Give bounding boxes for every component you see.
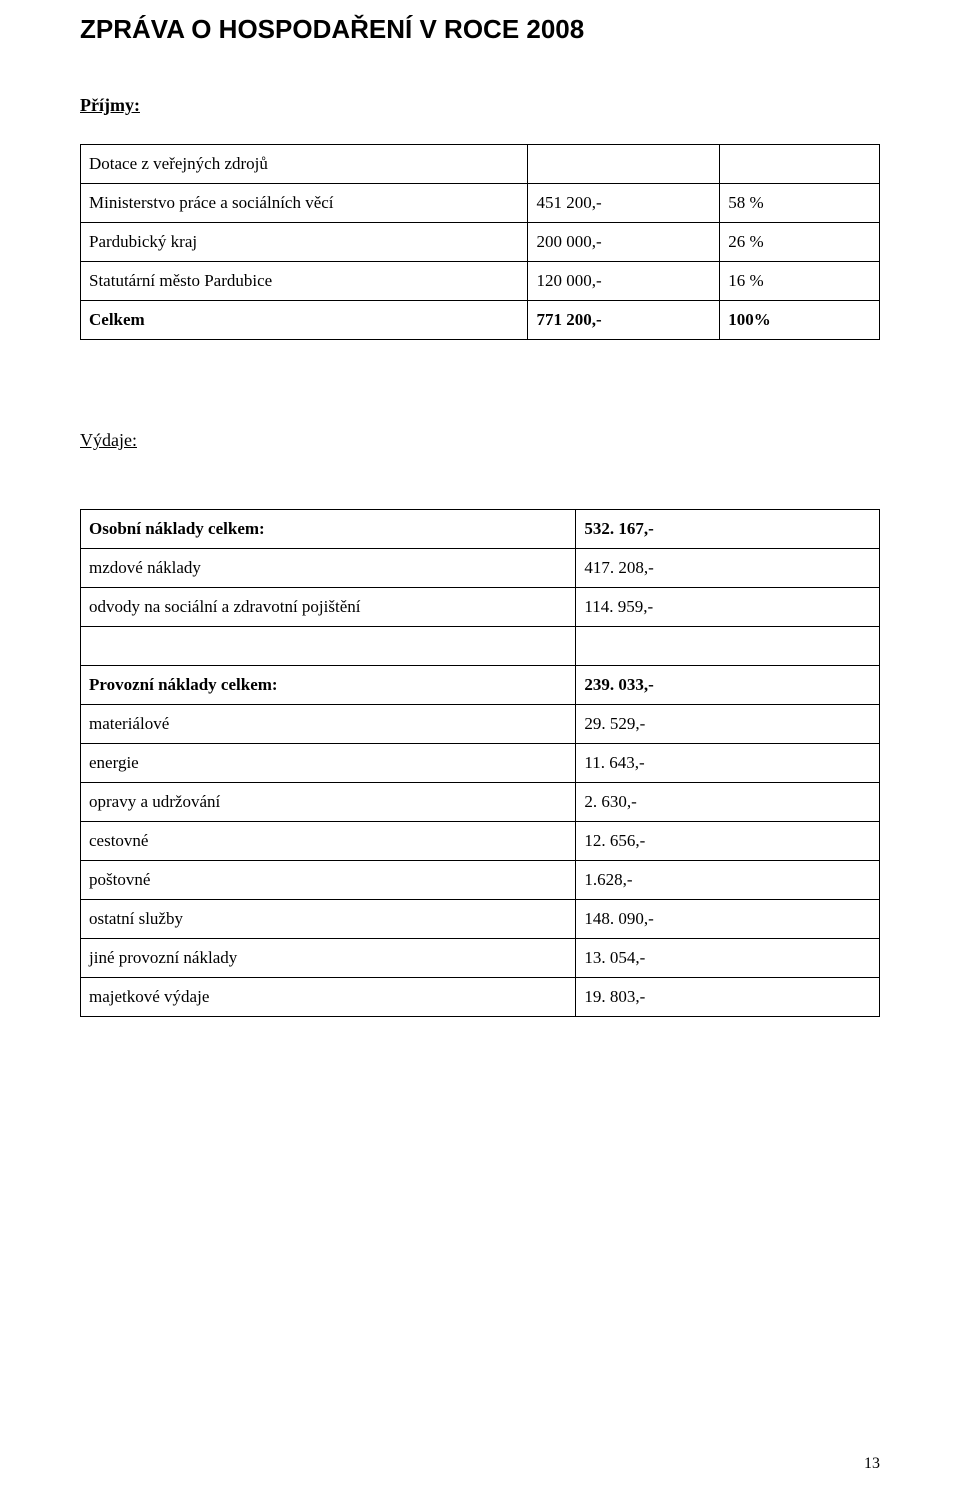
personal-total-label: Osobní náklady celkem: [81,510,576,549]
income-row: Statutární město Pardubice 120 000,- 16 … [81,262,880,301]
page-title: ZPRÁVA O HOSPODAŘENÍ V ROCE 2008 [80,14,880,45]
expense-row-value: 12. 656,- [576,822,880,861]
personal-total-row: Osobní náklady celkem: 532. 167,- [81,510,880,549]
expense-row-label: jiné provozní náklady [81,939,576,978]
income-section-label: Příjmy: [80,95,880,116]
expense-row-value: 114. 959,- [576,588,880,627]
expense-row-label: materiálové [81,705,576,744]
personal-total-value: 532. 167,- [576,510,880,549]
income-row: Pardubický kraj 200 000,- 26 % [81,223,880,262]
expense-row-value: 19. 803,- [576,978,880,1017]
expense-row-value: 13. 054,- [576,939,880,978]
expense-row-value: 29. 529,- [576,705,880,744]
expense-spacer-row [81,627,880,666]
income-row-pct: 16 % [720,262,880,301]
expense-row-value: 1.628,- [576,861,880,900]
income-sources-header-amount [528,145,720,184]
income-row-label: Statutární město Pardubice [81,262,528,301]
expense-row: opravy a udržování 2. 630,- [81,783,880,822]
income-row-amount: 200 000,- [528,223,720,262]
expense-row: odvody na sociální a zdravotní pojištění… [81,588,880,627]
page: ZPRÁVA O HOSPODAŘENÍ V ROCE 2008 Příjmy:… [0,0,960,1501]
income-total-pct: 100% [720,301,880,340]
income-row-amount: 120 000,- [528,262,720,301]
income-row-amount: 451 200,- [528,184,720,223]
income-total-amount: 771 200,- [528,301,720,340]
operating-total-label: Provozní náklady celkem: [81,666,576,705]
income-table: Dotace z veřejných zdrojů Ministerstvo p… [80,144,880,340]
expense-row-label: majetkové výdaje [81,978,576,1017]
expense-row-label: mzdové náklady [81,549,576,588]
expense-row-value: 2. 630,- [576,783,880,822]
expense-row-value: 11. 643,- [576,744,880,783]
income-row: Ministerstvo práce a sociálních věcí 451… [81,184,880,223]
expense-section-label: Výdaje: [80,430,880,451]
spacer [80,340,880,430]
expense-spacer-value [576,627,880,666]
operating-total-row: Provozní náklady celkem: 239. 033,- [81,666,880,705]
income-row-pct: 26 % [720,223,880,262]
expense-row-label: odvody na sociální a zdravotní pojištění [81,588,576,627]
income-sources-header-row: Dotace z veřejných zdrojů [81,145,880,184]
expense-row-label: ostatní služby [81,900,576,939]
personal-expense-table: Osobní náklady celkem: 532. 167,- mzdové… [80,509,880,1017]
expense-row-label: poštovné [81,861,576,900]
expense-row: energie 11. 643,- [81,744,880,783]
expense-row-label: cestovné [81,822,576,861]
expense-row: mzdové náklady 417. 208,- [81,549,880,588]
income-row-label: Pardubický kraj [81,223,528,262]
expense-row: majetkové výdaje 19. 803,- [81,978,880,1017]
operating-total-value: 239. 033,- [576,666,880,705]
expense-row: materiálové 29. 529,- [81,705,880,744]
expense-row: poštovné 1.628,- [81,861,880,900]
income-total-label: Celkem [81,301,528,340]
expense-row: ostatní služby 148. 090,- [81,900,880,939]
spacer [80,479,880,509]
expense-row-label: opravy a udržování [81,783,576,822]
income-row-pct: 58 % [720,184,880,223]
page-number: 13 [864,1455,880,1473]
income-total-row: Celkem 771 200,- 100% [81,301,880,340]
income-sources-header: Dotace z veřejných zdrojů [81,145,528,184]
expense-row: jiné provozní náklady 13. 054,- [81,939,880,978]
expense-row-value: 148. 090,- [576,900,880,939]
income-row-label: Ministerstvo práce a sociálních věcí [81,184,528,223]
expense-row-value: 417. 208,- [576,549,880,588]
expense-spacer-label [81,627,576,666]
expense-row-label: energie [81,744,576,783]
expense-row: cestovné 12. 656,- [81,822,880,861]
income-sources-header-pct [720,145,880,184]
